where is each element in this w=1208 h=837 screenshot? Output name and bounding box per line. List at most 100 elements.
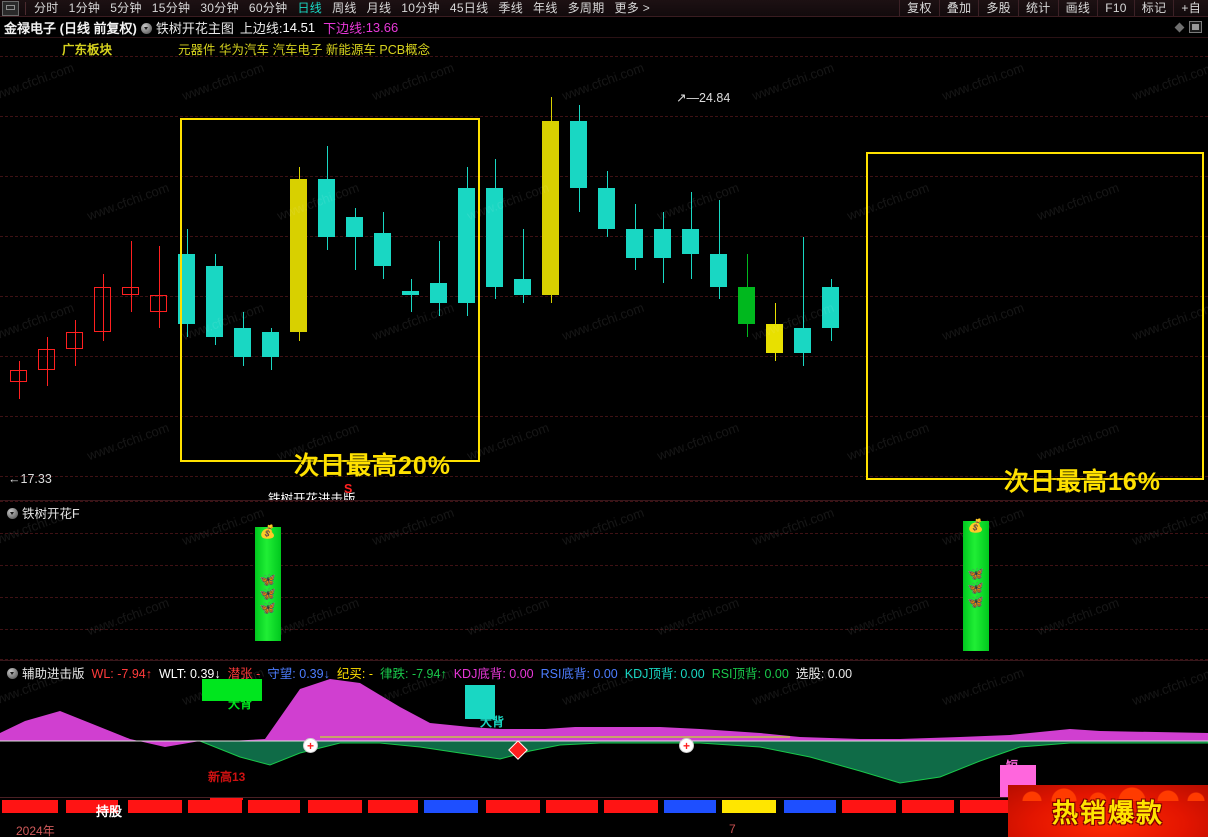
titlebar-right-icons [1174,21,1208,33]
candle-body [402,291,419,296]
ribbon-segment-0 [2,800,58,813]
candle-9 [262,56,279,500]
ribbon-segment-8 [486,800,540,813]
sector-tags-label[interactable]: 元器件 华为汽车 汽车电子 新能源车 PCB概念 [178,43,431,57]
indicator-3: 守望: 0.39↓ [267,667,330,681]
ribbon-segment-5 [308,800,362,813]
upper-band-value: 14.51 [282,19,316,35]
main-indicator-name[interactable]: 铁树开花主图 [155,20,234,36]
period-tab-quarterly[interactable]: 季线 [498,1,524,15]
candle-10 [290,56,307,500]
chevron-down-icon-sub1[interactable] [7,508,18,519]
watermark-text: www.cfchi.com [370,504,456,549]
toolbar-addfav-button[interactable]: +自 [1173,0,1208,16]
candle-body [234,328,251,358]
candle-body [94,286,111,333]
price-high-value: 24.84 [698,91,731,105]
window-icon[interactable] [2,0,19,16]
watermark-text: www.cfchi.com [655,594,741,639]
period-tab-monthly[interactable]: 月线 [366,1,392,15]
butterfly-icon-right-1: 🦋 [967,566,985,581]
candle-19 [542,56,559,500]
candle-wick [438,241,440,316]
period-tab-1min[interactable]: 1分钟 [68,1,101,15]
toolbar-mark-button[interactable]: 标记 [1133,0,1174,16]
ribbon-segment-6 [368,800,418,813]
indicator-1: WLT: 0.39↓ [159,667,221,681]
candle-body [374,233,391,267]
candle-14 [402,56,419,500]
sub2-title: 辅助进击版 [22,667,85,681]
butterfly-icon-left-3: 🦋 [259,600,277,615]
candle-body [150,295,167,312]
candle-4 [122,56,139,500]
period-tab-more[interactable]: 更多 > [614,1,651,15]
toolbar-overlay-button[interactable]: 叠加 [938,0,979,16]
candle-body [598,187,615,229]
ribbon-segment-4 [248,800,300,813]
toolbar-multistock-button[interactable]: 多股 [978,0,1018,16]
candle-22 [626,56,643,500]
indicator-label: 纪买: [336,667,366,681]
restore-window-icon[interactable] [1189,21,1202,33]
promo-banner[interactable]: 热销爆款 [1008,785,1208,837]
period-tab-30min[interactable]: 30分钟 [200,1,239,15]
toolbar-f10-button[interactable]: F10 [1097,0,1134,16]
promo-banner-text: 热销爆款 [1051,797,1164,828]
chevron-down-icon[interactable] [140,22,152,34]
highlight-box-right [866,152,1204,480]
chevron-down-icon-sub2[interactable] [7,668,18,679]
axis-tick-label: 7 [729,822,736,836]
ribbon-segment-3 [188,800,242,813]
indicator-value: - [256,667,261,681]
indicator-label: WL: [91,667,114,681]
indicator-label: KDJ顶背: [624,667,677,681]
indicator-0: WL: -7.94↑ [92,667,152,681]
gridline-3 [0,597,1208,598]
hold-position-label: 持股 [96,804,123,819]
sub-indicator-panel-fuzhu[interactable]: 辅助进击版 WL: -7.94↑ WLT: 0.39↓ 潜张 - 守望: 0.39↓ 纪… [0,660,1208,797]
axis-year-label: 2024年 [16,824,55,837]
period-tab-daily[interactable]: 日线 [297,1,323,15]
period-tab-multi[interactable]: 多周期 [567,1,605,15]
indicator-arrow: ↑ [145,667,152,681]
sub1-title: 铁树开花F [22,507,80,521]
candle-body [262,332,279,358]
candle-16 [458,56,475,500]
period-tab-15min[interactable]: 15分钟 [151,1,191,15]
indicator-arrow: ↓ [323,667,330,681]
period-tab-60min[interactable]: 60分钟 [248,1,288,15]
toolbar-drawline-button[interactable]: 画线 [1057,0,1098,16]
candle-body [766,324,783,354]
marker-box-cyan [465,685,495,719]
marker-label-short: 短 [1006,759,1019,773]
toolbar-statistics-button[interactable]: 统计 [1017,0,1058,16]
period-tab-5min[interactable]: 5分钟 [110,1,142,15]
period-tab-fenshi[interactable]: 分时 [34,1,59,15]
candle-body [38,348,55,370]
diamond-icon[interactable] [1174,22,1185,32]
candle-7 [206,56,223,500]
period-tab-yearly[interactable]: 年线 [533,1,558,15]
promo-banner-inner: 热销爆款 [1008,785,1208,837]
main-candlestick-chart[interactable]: 次日最高20% 铁树开花进击版 次日最高16% 铁树开花进击版 ↗—24.84 … [0,56,1208,500]
period-tab-10min[interactable]: 10分钟 [401,1,440,15]
indicator-value: -7.94 [117,667,146,681]
period-tab-weekly[interactable]: 周线 [332,1,357,15]
indicator-arrow: ↓ [214,667,221,681]
period-tab-45day[interactable]: 45日线 [449,1,489,15]
sector-region-label[interactable]: 广东板块 [62,43,113,57]
ribbon-segment-11 [664,800,716,813]
watermark-text: www.cfchi.com [560,504,646,549]
candle-body [458,187,475,304]
toolbar-adjust-button[interactable]: 复权 [899,0,939,16]
ribbon-segment-2 [128,800,182,813]
toolbar-right-group: 复权 叠加 多股 统计 画线 F10 标记 +自 [899,0,1208,16]
gridline-5 [0,356,1208,357]
watermark-text: www.cfchi.com [465,594,551,639]
candle-wick [18,361,20,399]
candle-body [290,179,307,333]
candle-3 [94,56,111,500]
sub-indicator-panel-tieshu[interactable]: 铁树开花F 💰 🦋 🦋 🦋 💰 🦋 🦋 🦋 www.cfchi.com www.c… [0,500,1208,660]
indicator-7: RSI底背: 0.00 [541,667,618,681]
